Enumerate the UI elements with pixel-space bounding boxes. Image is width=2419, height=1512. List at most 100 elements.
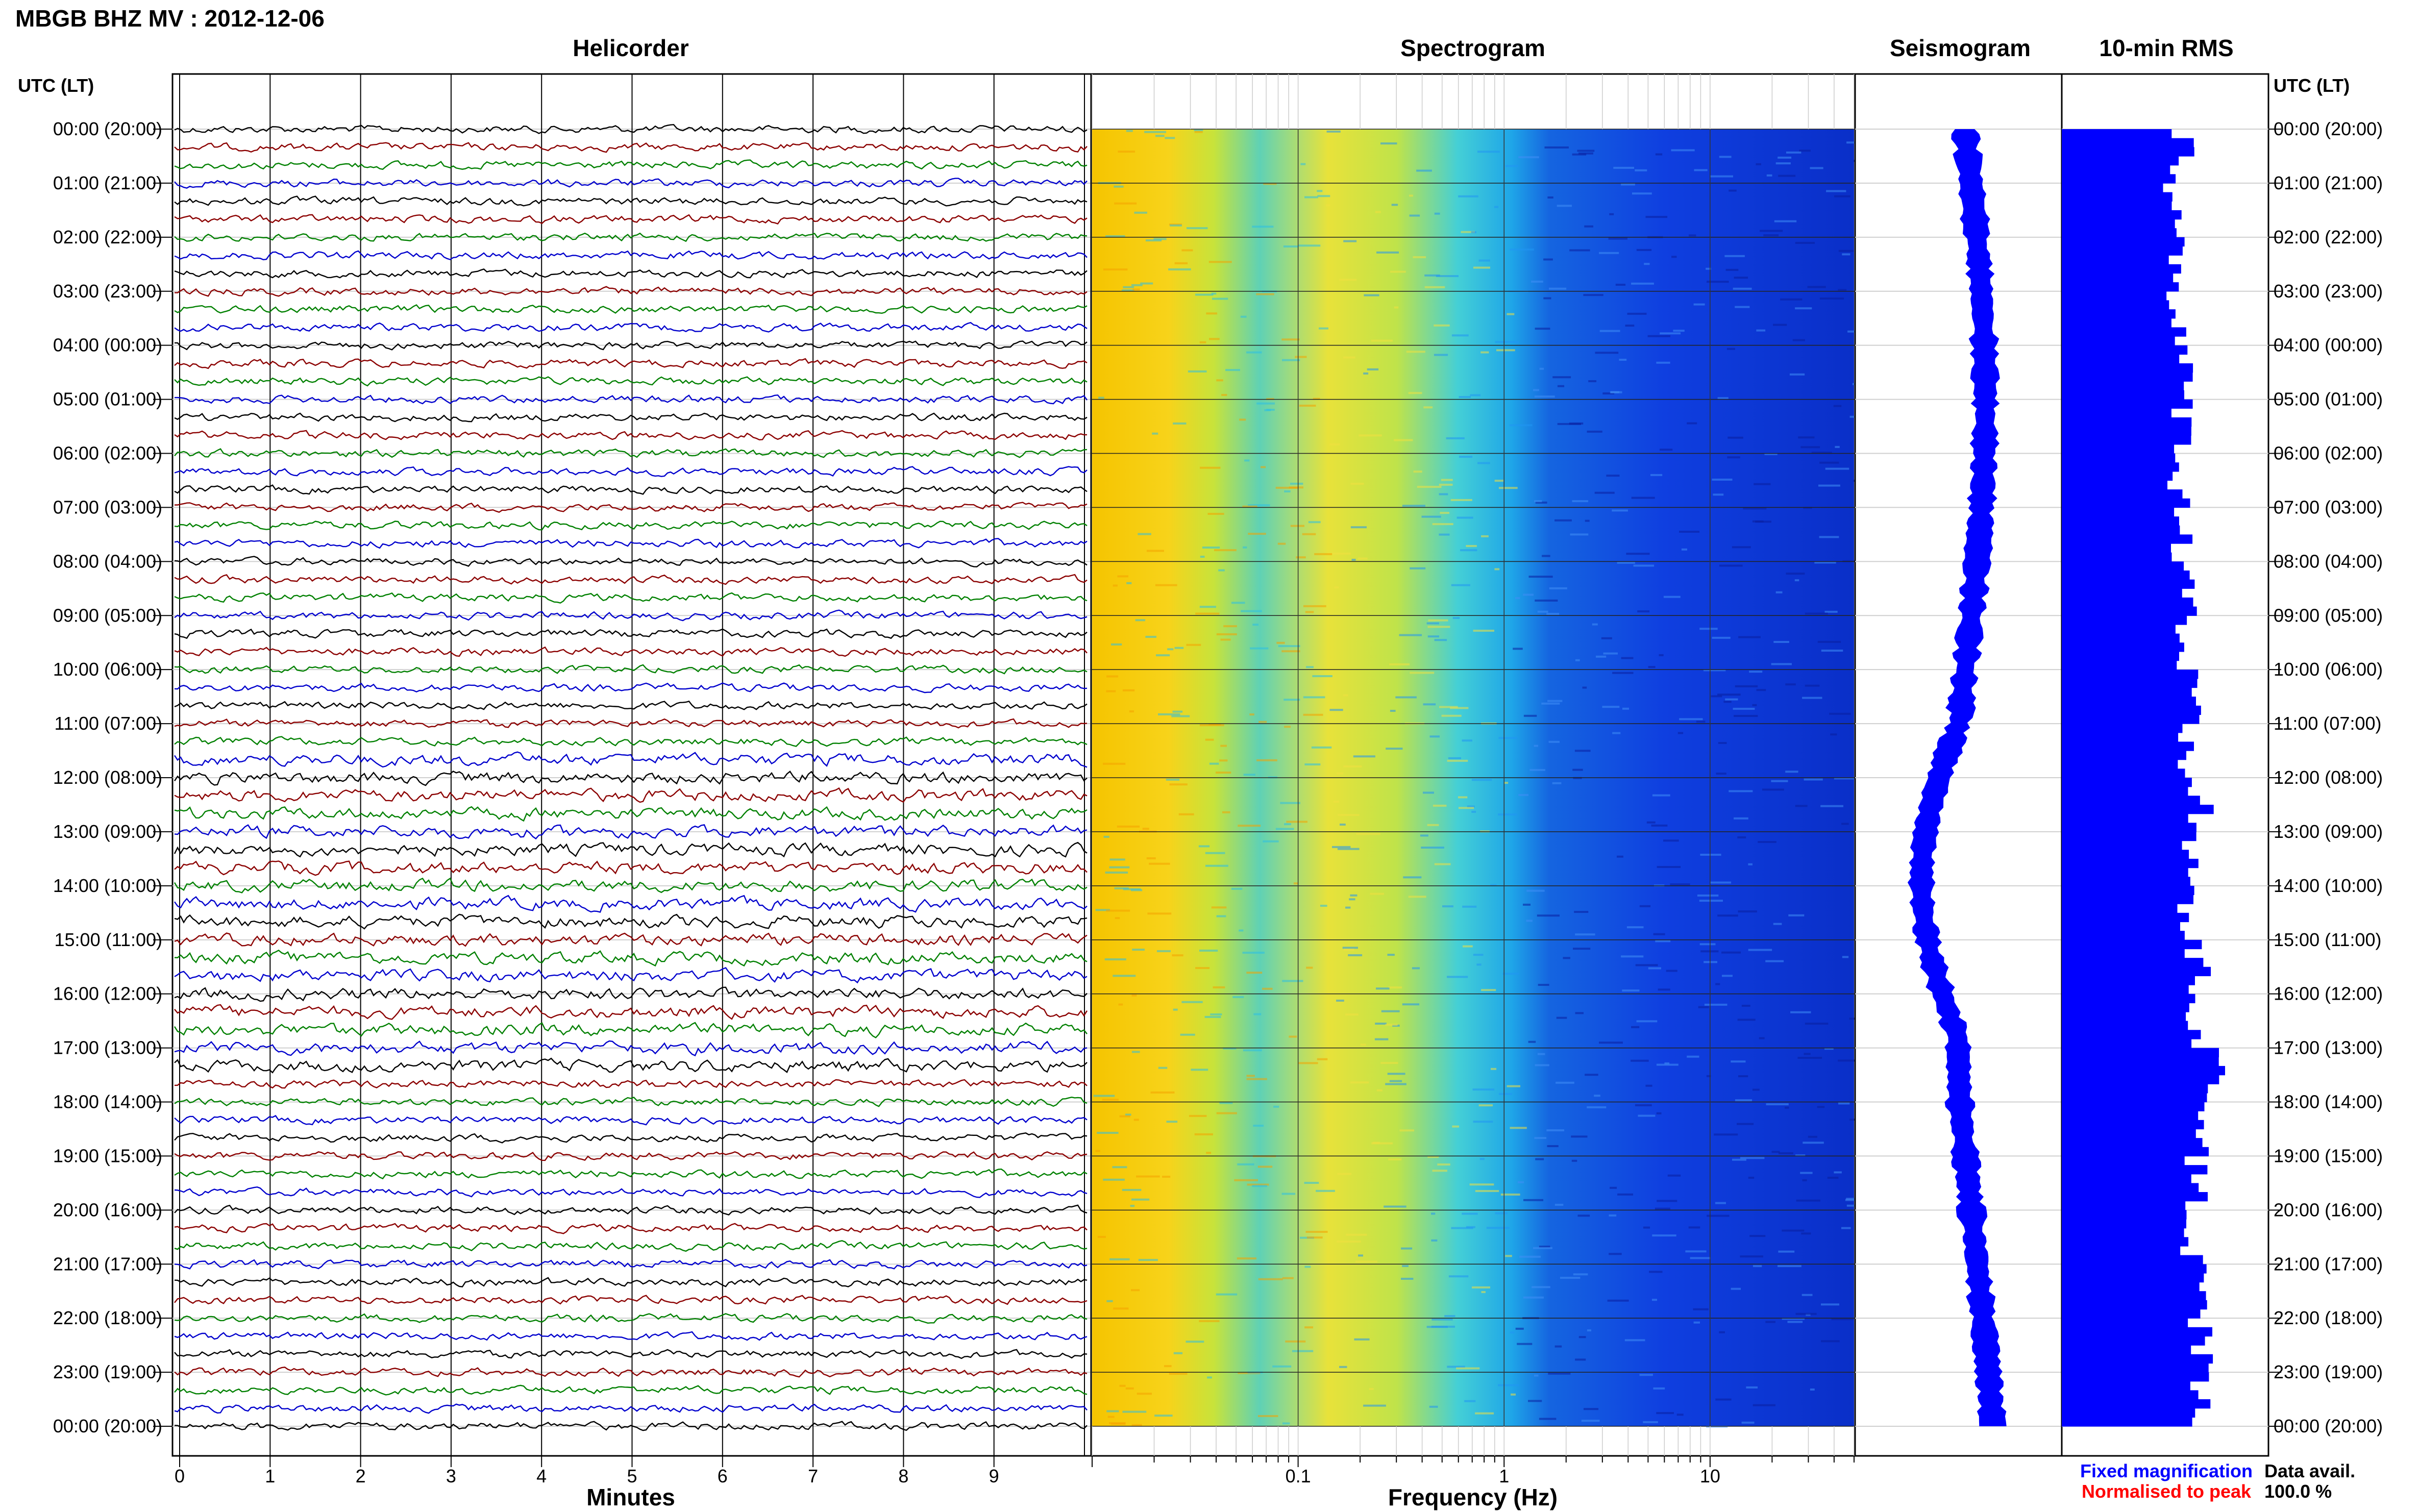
spectrogram-speckle (1103, 835, 1109, 838)
spectrogram-speckle (1206, 1152, 1212, 1154)
spectrogram-speckle (1299, 405, 1316, 407)
spectrogram-speckle (1306, 666, 1314, 668)
spectrogram-speckle (1608, 237, 1627, 240)
frequency-tick-label: 10 (1700, 1466, 1720, 1486)
utc-right-label: UTC (LT) (2274, 75, 2350, 96)
spectrogram-speckle (1807, 286, 1826, 288)
helicorder-trace (174, 1259, 1088, 1270)
spectrogram-speckle (1523, 1296, 1544, 1299)
spectrogram-speckle (1656, 361, 1670, 364)
rms-bar (2062, 1201, 2186, 1210)
spectrogram-speckle (1710, 881, 1732, 884)
spectrogram-speckle (1204, 1015, 1221, 1018)
helicorder-trace (175, 394, 1088, 405)
spectrogram-speckle (1300, 163, 1306, 165)
spectrogram-speckle (1741, 1421, 1755, 1424)
spectrogram-speckle (1195, 967, 1210, 969)
frequency-tick-label: 1 (1499, 1466, 1509, 1486)
spectrogram-speckle (1539, 1246, 1550, 1248)
spectrogram-speckle (1283, 699, 1300, 701)
row-label-right: 21:00 (17:00) (2274, 1253, 2383, 1274)
row-label-left: 16:00 (12:00) (53, 983, 162, 1004)
spectrogram-speckle (1748, 1177, 1755, 1179)
spectrogram-speckle (1799, 150, 1811, 152)
rms-bar (2062, 210, 2182, 220)
rms-bar (2062, 138, 2194, 147)
spectrogram-speckle (1303, 605, 1326, 607)
rms-header: 10-min RMS (2099, 35, 2233, 61)
spectrogram-speckle (1805, 684, 1820, 687)
rms-bar (2062, 1075, 2219, 1084)
spectrogram-speckle (1459, 456, 1473, 458)
spectrogram-speckle (1257, 1415, 1278, 1417)
spectrogram-speckle (1676, 1414, 1684, 1416)
row-labels-left: 00:00 (20:00) 01:00 (21:00) 02:00 (22:00) 0… (53, 118, 172, 1436)
spectrogram-speckle (1458, 807, 1474, 809)
spectrogram-speckle (1462, 905, 1477, 908)
helicorder-trace (174, 877, 1088, 894)
spectrogram-speckle (1810, 1389, 1815, 1391)
rms-bar (2062, 219, 2175, 229)
spectrogram-speckle (1162, 1176, 1171, 1178)
spectrogram-speckle (1842, 253, 1850, 256)
spectrogram-speckle (1441, 714, 1462, 717)
spectrogram-speckle (1172, 710, 1183, 713)
rms-bar (2062, 192, 2173, 202)
spectrogram-speckle (1785, 683, 1796, 686)
spectrogram-speckle (1773, 641, 1789, 643)
spectrogram-speckle (1469, 1183, 1494, 1186)
spectrogram-speckle (1390, 710, 1396, 712)
spectrogram-speckle (1631, 1059, 1649, 1062)
spectrogram-speckle (1106, 909, 1130, 912)
minute-tick-label: 0 (175, 1466, 185, 1486)
spectrogram-speckle (1554, 1204, 1564, 1206)
spectrogram-speckle (1625, 325, 1635, 327)
spectrogram-speckle (1450, 499, 1472, 501)
spectrogram-speckle (1174, 262, 1188, 264)
spectrogram-speckle (1458, 796, 1468, 799)
rms-bar (2062, 1111, 2199, 1121)
rms-bar (2062, 129, 2172, 139)
spectrogram-speckle (1388, 1158, 1402, 1160)
spectrogram-speckle (1804, 1053, 1811, 1055)
spectrogram-speckle (1763, 234, 1779, 237)
spectrogram-speckle (1138, 1259, 1158, 1261)
spectrogram-speckle (1275, 486, 1298, 489)
spectrogram-speckle (1428, 619, 1448, 622)
spectrogram-speckle (1778, 1265, 1801, 1268)
spectrogram-speckle (1726, 348, 1735, 350)
spectrogram-speckle (1494, 480, 1503, 482)
minute-tick-label: 5 (627, 1466, 637, 1486)
spectrogram-speckle (1829, 712, 1851, 715)
spectrogram-speckle (1134, 211, 1147, 214)
spectrogram-speckle (1199, 606, 1216, 608)
spectrogram-speckle (1106, 1300, 1113, 1302)
spectrogram-speckle (1585, 1074, 1598, 1076)
spectrogram-speckle (1188, 370, 1207, 373)
spectrogram-speckle (1511, 1393, 1516, 1396)
spectrogram-speckle (1165, 137, 1175, 139)
spectrogram-speckle (1195, 612, 1220, 615)
spectrogram-speckle (1166, 778, 1180, 781)
spectrogram-speckle (1298, 244, 1321, 247)
rms-bar (2062, 1065, 2225, 1076)
spectrogram-speckle (1830, 733, 1837, 736)
spectrogram-speckle (1653, 933, 1665, 935)
row-label-right: 10:00 (06:00) (2274, 659, 2383, 680)
spectrogram-speckle (1467, 805, 1475, 808)
spectrogram-speckle (1490, 884, 1497, 886)
spectrogram-speckle (1446, 437, 1465, 439)
spectrogram-speckle (1752, 1088, 1760, 1091)
helicorder-trace (174, 304, 1088, 314)
spectrogram-speckle (1198, 845, 1210, 848)
spectrogram-speckle (1541, 702, 1560, 705)
spectrogram-speckle (1731, 1287, 1741, 1290)
spectrogram-speckle (1643, 1421, 1658, 1423)
rms-bar (2062, 345, 2188, 355)
spectrogram-speckle (1510, 1331, 1515, 1334)
helicorder-trace (174, 1079, 1088, 1089)
spectrogram-speckle (1773, 324, 1787, 326)
seismogram-envelope (1907, 129, 2007, 1426)
spectrogram-speckle (1118, 151, 1136, 153)
spectrogram-speckle (1556, 1017, 1567, 1019)
